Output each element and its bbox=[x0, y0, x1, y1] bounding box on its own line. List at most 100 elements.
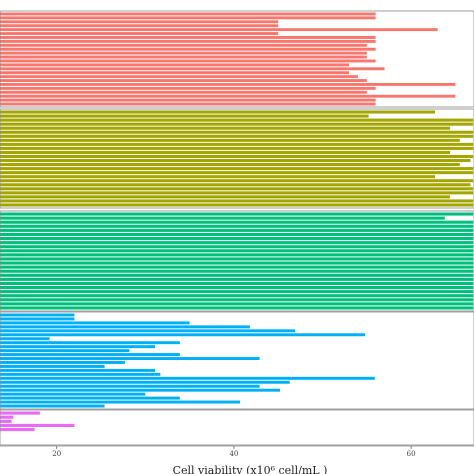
bar bbox=[0, 261, 474, 265]
bar bbox=[0, 253, 474, 257]
bar bbox=[0, 16, 376, 20]
bar bbox=[0, 110, 436, 114]
bar bbox=[0, 388, 280, 392]
bar bbox=[0, 75, 358, 79]
bar bbox=[0, 341, 180, 345]
bar bbox=[0, 150, 451, 154]
bar bbox=[0, 179, 474, 183]
bar bbox=[0, 90, 367, 94]
bar bbox=[0, 368, 156, 372]
bar bbox=[0, 364, 105, 368]
bar bbox=[0, 130, 474, 134]
bar bbox=[0, 249, 474, 253]
bar bbox=[0, 286, 474, 290]
bar bbox=[0, 28, 438, 32]
bar bbox=[0, 187, 474, 191]
bar bbox=[0, 245, 474, 249]
panel-border bbox=[0, 210, 474, 312]
bar bbox=[0, 294, 474, 298]
bar bbox=[0, 228, 474, 232]
bar bbox=[0, 281, 474, 285]
bar bbox=[0, 20, 279, 24]
bar bbox=[0, 199, 474, 203]
bar bbox=[0, 257, 474, 261]
bar bbox=[0, 171, 474, 175]
bar bbox=[0, 79, 367, 82]
x-tick-label: 20 bbox=[52, 450, 61, 458]
bar bbox=[0, 126, 451, 130]
bar bbox=[0, 24, 279, 28]
bar bbox=[0, 333, 366, 337]
bar bbox=[0, 306, 474, 310]
bar bbox=[0, 415, 14, 419]
panel-border bbox=[0, 311, 474, 410]
bar bbox=[0, 372, 161, 376]
bar bbox=[0, 384, 260, 388]
bar bbox=[0, 380, 290, 384]
bar bbox=[0, 63, 350, 67]
bar bbox=[0, 419, 12, 423]
bar bbox=[0, 36, 376, 39]
bar bbox=[0, 353, 180, 357]
bar bbox=[0, 313, 75, 317]
bar bbox=[0, 175, 436, 179]
bar bbox=[0, 83, 456, 86]
x-axis-label: Cell viability (x10⁶ cell/mL ) bbox=[173, 464, 328, 474]
bar bbox=[0, 138, 460, 142]
bar bbox=[0, 265, 474, 269]
bar bbox=[0, 361, 125, 364]
bar bbox=[0, 277, 474, 281]
bar bbox=[0, 51, 367, 55]
bar bbox=[0, 98, 376, 102]
bar bbox=[0, 337, 50, 341]
bar bbox=[0, 290, 474, 294]
bar bbox=[0, 357, 260, 360]
bar bbox=[0, 220, 474, 224]
bar bbox=[0, 67, 385, 71]
bar bbox=[0, 212, 474, 216]
bar bbox=[0, 241, 474, 245]
bar bbox=[0, 55, 367, 59]
bar bbox=[0, 269, 474, 273]
x-tick-label: 60 bbox=[407, 450, 416, 458]
bar bbox=[0, 203, 474, 207]
bar bbox=[0, 39, 376, 43]
bar bbox=[0, 423, 75, 427]
bar bbox=[0, 163, 460, 167]
bar bbox=[0, 392, 146, 396]
bar bbox=[0, 118, 474, 122]
bar bbox=[0, 102, 376, 106]
bar bbox=[0, 43, 367, 47]
bar bbox=[0, 191, 474, 195]
bar bbox=[0, 142, 474, 146]
bar bbox=[0, 345, 156, 349]
bar bbox=[0, 396, 180, 400]
bar bbox=[0, 349, 130, 353]
bar bbox=[0, 86, 376, 90]
bar bbox=[0, 216, 445, 220]
bar bbox=[0, 404, 105, 408]
panel-border bbox=[0, 409, 474, 446]
bar bbox=[0, 94, 456, 98]
bar bbox=[0, 134, 474, 138]
bar bbox=[0, 59, 376, 63]
x-tick-label: 40 bbox=[229, 450, 238, 458]
bar bbox=[0, 298, 474, 302]
bar bbox=[0, 237, 474, 241]
bar bbox=[0, 428, 35, 432]
bar bbox=[0, 325, 250, 329]
bar bbox=[0, 159, 471, 163]
bar bbox=[0, 114, 369, 118]
bar bbox=[0, 400, 241, 404]
bar bbox=[0, 12, 376, 16]
panel-border bbox=[0, 108, 474, 209]
bar bbox=[0, 224, 474, 228]
bar bbox=[0, 273, 474, 277]
bar bbox=[0, 321, 190, 325]
bar bbox=[0, 47, 376, 51]
bar bbox=[0, 183, 471, 187]
bar bbox=[0, 146, 474, 150]
bar bbox=[0, 317, 75, 321]
bar bbox=[0, 71, 350, 75]
